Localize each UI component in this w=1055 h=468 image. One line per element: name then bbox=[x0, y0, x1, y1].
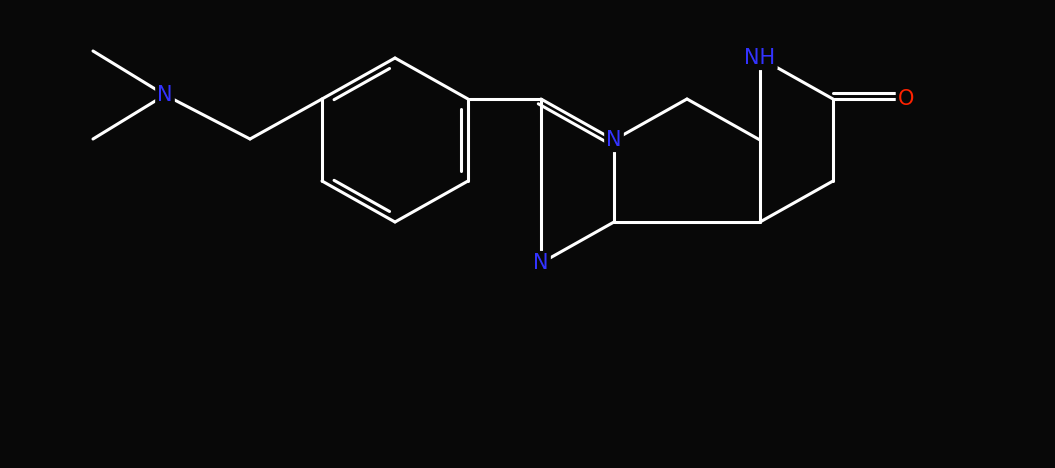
Text: O: O bbox=[898, 89, 915, 109]
Text: NH: NH bbox=[745, 48, 775, 68]
Text: N: N bbox=[607, 130, 621, 150]
Text: N: N bbox=[157, 85, 173, 105]
Text: N: N bbox=[533, 253, 549, 273]
